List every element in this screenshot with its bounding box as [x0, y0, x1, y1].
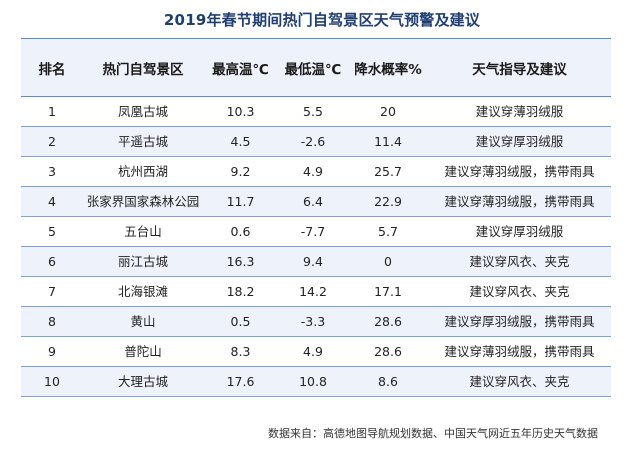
rank-cell: 4	[21, 186, 83, 217]
advice-cell: 建议穿薄羽绒服，携带雨具	[428, 156, 611, 187]
rank-cell: 3	[21, 156, 83, 187]
low-temp-cell: 9.4	[278, 246, 348, 277]
advice-cell: 建议穿厚羽绒服	[428, 216, 611, 247]
rain-probability-cell: 11.4	[348, 126, 428, 157]
advice-cell: 建议穿薄羽绒服	[428, 96, 611, 127]
high-temp-cell: 0.6	[203, 216, 278, 247]
high-temp-cell: 17.6	[203, 366, 278, 397]
scenic-spot-cell: 凤凰古城	[83, 96, 203, 127]
header-scenic-spot: 热门自驾景区	[83, 38, 203, 97]
rain-probability-cell: 22.9	[348, 186, 428, 217]
scenic-spot-cell: 张家界国家森林公园	[83, 186, 203, 217]
rank-cell: 10	[21, 366, 83, 397]
table-row: 5 五台山 0.6 -7.7 5.7 建议穿厚羽绒服	[21, 216, 611, 247]
rank-cell: 6	[21, 246, 83, 277]
table-row: 7 北海银滩 18.2 14.2 17.1 建议穿风衣、夹克	[21, 276, 611, 307]
header-low-temp: 最低温℃	[278, 38, 348, 97]
scenic-spot-cell: 五台山	[83, 216, 203, 247]
rank-cell: 9	[21, 336, 83, 367]
table-row: 9 普陀山 8.3 4.9 28.6 建议穿薄羽绒服，携带雨具	[21, 336, 611, 367]
rain-probability-cell: 5.7	[348, 216, 428, 247]
advice-cell: 建议穿厚羽绒服，携带雨具	[428, 306, 611, 337]
table-row: 4 张家界国家森林公园 11.7 6.4 22.9 建议穿薄羽绒服，携带雨具	[21, 186, 611, 217]
low-temp-cell: -7.7	[278, 216, 348, 247]
table-row: 8 黄山 0.5 -3.3 28.6 建议穿厚羽绒服，携带雨具	[21, 306, 611, 337]
advice-cell: 建议穿风衣、夹克	[428, 366, 611, 397]
table-row: 6 丽江古城 16.3 9.4 0 建议穿风衣、夹克	[21, 246, 611, 277]
table-row: 3 杭州西湖 9.2 4.9 25.7 建议穿薄羽绒服，携带雨具	[21, 156, 611, 187]
table-header-row: 排名 热门自驾景区 最高温℃ 最低温℃ 降水概率% 天气指导及建议	[21, 38, 611, 97]
scenic-spot-cell: 普陀山	[83, 336, 203, 367]
rain-probability-cell: 0	[348, 246, 428, 277]
rain-probability-cell: 28.6	[348, 306, 428, 337]
low-temp-cell: 14.2	[278, 276, 348, 307]
high-temp-cell: 16.3	[203, 246, 278, 277]
rain-probability-cell: 17.1	[348, 276, 428, 307]
header-high-temp: 最高温℃	[203, 38, 278, 97]
rank-cell: 2	[21, 126, 83, 157]
advice-cell: 建议穿薄羽绒服，携带雨具	[428, 336, 611, 367]
scenic-spot-cell: 丽江古城	[83, 246, 203, 277]
scenic-spot-cell: 平遥古城	[83, 126, 203, 157]
high-temp-cell: 9.2	[203, 156, 278, 187]
high-temp-cell: 4.5	[203, 126, 278, 157]
rank-cell: 8	[21, 306, 83, 337]
low-temp-cell: -3.3	[278, 306, 348, 337]
advice-cell: 建议穿风衣、夹克	[428, 276, 611, 307]
low-temp-cell: 10.8	[278, 366, 348, 397]
header-rain-probability: 降水概率%	[348, 38, 428, 97]
header-advice: 天气指导及建议	[428, 38, 611, 97]
rank-cell: 1	[21, 96, 83, 127]
rain-probability-cell: 8.6	[348, 366, 428, 397]
advice-cell: 建议穿厚羽绒服	[428, 126, 611, 157]
page-title: 2019年春节期间热门自驾景区天气预警及建议	[163, 11, 481, 29]
scenic-spot-cell: 黄山	[83, 306, 203, 337]
advice-cell: 建议穿薄羽绒服，携带雨具	[428, 186, 611, 217]
high-temp-cell: 8.3	[203, 336, 278, 367]
table-row: 2 平遥古城 4.5 -2.6 11.4 建议穿厚羽绒服	[21, 126, 611, 157]
table-row: 10 大理古城 17.6 10.8 8.6 建议穿风衣、夹克	[21, 366, 611, 397]
low-temp-cell: 5.5	[278, 96, 348, 127]
advice-cell: 建议穿风衣、夹克	[428, 246, 611, 277]
scenic-spot-cell: 北海银滩	[83, 276, 203, 307]
high-temp-cell: 11.7	[203, 186, 278, 217]
high-temp-cell: 18.2	[203, 276, 278, 307]
low-temp-cell: 4.9	[278, 336, 348, 367]
table-row: 1 凤凰古城 10.3 5.5 20 建议穿薄羽绒服	[21, 96, 611, 127]
low-temp-cell: -2.6	[278, 126, 348, 157]
rank-cell: 7	[21, 276, 83, 307]
scenic-spot-cell: 杭州西湖	[83, 156, 203, 187]
low-temp-cell: 4.9	[278, 156, 348, 187]
high-temp-cell: 0.5	[203, 306, 278, 337]
weather-advice-table: 排名 热门自驾景区 最高温℃ 最低温℃ 降水概率% 天气指导及建议 1 凤凰古城…	[21, 38, 611, 397]
rank-cell: 5	[21, 216, 83, 247]
low-temp-cell: 6.4	[278, 186, 348, 217]
data-source-note: 数据来自：高德地图导航规划数据、中国天气网近五年历史天气数据	[268, 427, 598, 440]
rain-probability-cell: 20	[348, 96, 428, 127]
header-rank: 排名	[21, 38, 83, 97]
rain-probability-cell: 25.7	[348, 156, 428, 187]
scenic-spot-cell: 大理古城	[83, 366, 203, 397]
high-temp-cell: 10.3	[203, 96, 278, 127]
rain-probability-cell: 28.6	[348, 336, 428, 367]
